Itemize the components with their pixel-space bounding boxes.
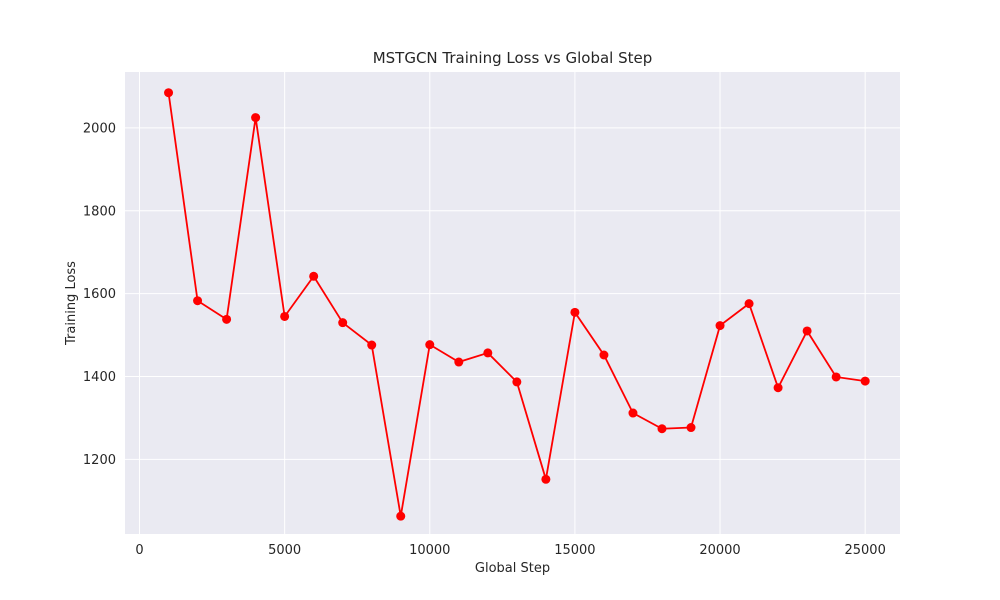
y-tick-label: 1400 xyxy=(83,370,116,385)
data-point xyxy=(570,307,580,317)
x-tick-label: 25000 xyxy=(844,543,885,558)
data-point xyxy=(860,376,870,386)
data-point xyxy=(454,357,464,367)
data-point xyxy=(251,113,261,123)
x-axis-label: Global Step xyxy=(475,561,550,576)
data-point xyxy=(367,340,377,350)
x-tick-label: 5000 xyxy=(268,543,301,558)
data-point xyxy=(222,314,232,324)
x-tick-label: 20000 xyxy=(699,543,740,558)
ticks: 0 5000 10000 15000 20000 25000 1200 1400 1600 180… xyxy=(83,121,886,558)
data-point xyxy=(599,350,609,360)
y-tick-label: 2000 xyxy=(83,121,116,136)
series xyxy=(164,88,870,521)
data-point xyxy=(425,340,435,350)
y-tick-label: 1200 xyxy=(83,453,116,468)
data-point xyxy=(280,311,290,321)
data-point xyxy=(164,88,174,98)
data-point xyxy=(396,511,406,521)
data-point xyxy=(831,372,841,382)
data-point xyxy=(773,383,783,393)
data-point xyxy=(483,348,493,358)
plot-area xyxy=(125,72,900,534)
data-point xyxy=(628,408,638,418)
data-point xyxy=(744,299,754,309)
y-axis-label: Training Loss xyxy=(64,261,79,346)
data-point xyxy=(715,321,725,331)
x-tick-label: 0 xyxy=(135,543,143,558)
chart-title: MSTGCN Training Loss vs Global Step xyxy=(373,49,653,67)
data-point xyxy=(686,423,696,433)
y-tick-label: 1600 xyxy=(83,287,116,302)
data-point xyxy=(541,474,551,484)
x-tick-label: 10000 xyxy=(409,543,450,558)
data-point xyxy=(512,377,522,387)
data-point xyxy=(657,424,667,434)
data-point xyxy=(193,296,203,306)
x-tick-label: 15000 xyxy=(554,543,595,558)
data-point xyxy=(309,271,319,281)
data-point xyxy=(802,326,812,336)
y-tick-label: 1800 xyxy=(83,204,116,219)
data-point xyxy=(338,318,348,328)
